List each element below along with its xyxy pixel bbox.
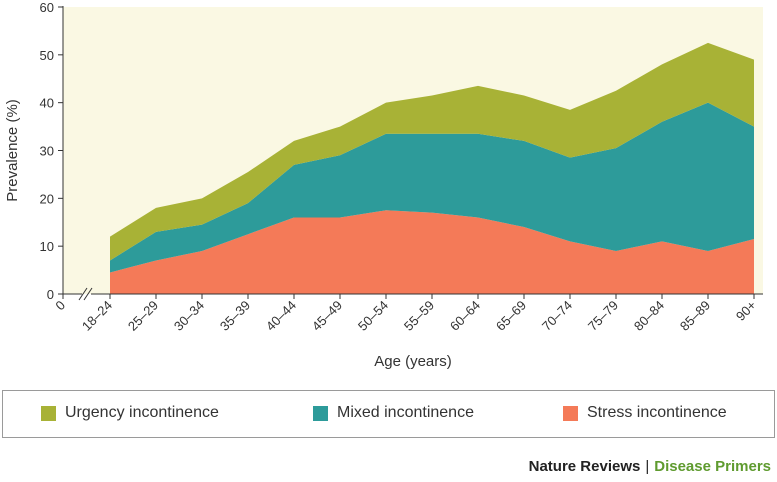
x-tick-label: 50–54 <box>355 298 391 334</box>
legend-item-mixed: Mixed incontinence <box>313 404 474 422</box>
x-tick-label: 65–69 <box>493 298 529 334</box>
y-tick-label: 20 <box>40 191 54 206</box>
x-tick-label: 40–44 <box>263 298 299 334</box>
x-tick-label: 30–34 <box>171 298 207 334</box>
y-tick-label: 60 <box>40 0 54 15</box>
y-tick-label: 0 <box>47 287 54 302</box>
area-chart: 0 10 20 30 40 50 60 0 18–24 25–29 30–34 35–39 40–44 4… <box>4 0 763 370</box>
x-tick-label-origin: 0 <box>52 298 68 314</box>
chart-legend: Urgency incontinence Mixed incontinence … <box>2 390 775 438</box>
x-tick-label: 55–59 <box>401 298 437 334</box>
legend-item-urgency: Urgency incontinence <box>41 404 219 422</box>
area-mixed <box>110 102 754 273</box>
y-tick-label: 40 <box>40 96 54 111</box>
x-tick-label: 80–84 <box>631 298 667 334</box>
credit-series: Disease Primers <box>654 458 771 475</box>
y-tick-label: 50 <box>40 48 54 63</box>
legend-label-stress: Stress incontinence <box>587 404 727 421</box>
area-stress <box>110 210 754 294</box>
y-axis-title: Prevalence (%) <box>4 99 21 202</box>
y-tick-label: 30 <box>40 144 54 159</box>
x-axis-title: Age (years) <box>374 353 452 370</box>
x-tick-label: 70–74 <box>539 298 575 334</box>
legend-label-urgency: Urgency incontinence <box>65 404 219 421</box>
legend-swatch-stress <box>563 405 578 421</box>
stacked-areas <box>110 42 754 294</box>
x-tick-label: 60–64 <box>447 298 483 334</box>
legend-swatch-urgency <box>41 405 56 421</box>
x-tick-label: 35–39 <box>217 298 253 334</box>
x-tick-label: 18–24 <box>79 298 115 334</box>
x-tick-label: 85–89 <box>677 298 713 334</box>
x-tick-label: 90+ <box>733 298 759 324</box>
credit-separator: | <box>645 458 650 475</box>
credit-publisher: Nature Reviews <box>528 458 641 475</box>
axis-break-mark <box>83 287 93 301</box>
area-urgency <box>110 42 754 261</box>
x-tick-label: 45–49 <box>309 298 345 334</box>
x-tick-label: 75–79 <box>585 298 621 334</box>
publication-credit: Nature Reviews | Disease Primers <box>529 458 771 475</box>
legend-swatch-mixed <box>313 405 328 421</box>
axis-break-mark <box>78 287 88 301</box>
y-tick-label: 10 <box>40 239 54 254</box>
legend-label-mixed: Mixed incontinence <box>337 404 474 421</box>
x-tick-label: 25–29 <box>125 298 161 334</box>
legend-item-stress: Stress incontinence <box>563 404 727 422</box>
